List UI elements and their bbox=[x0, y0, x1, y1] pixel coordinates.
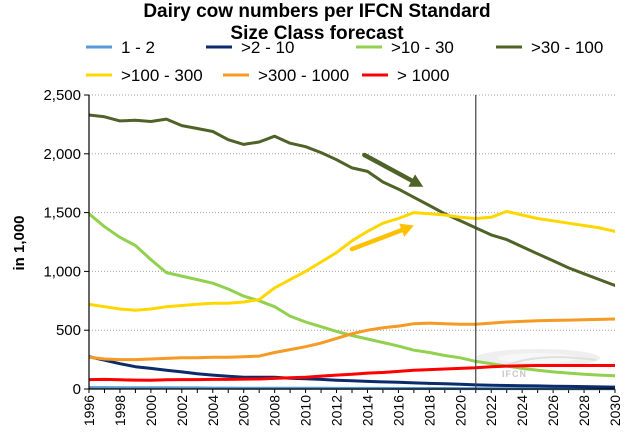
legend-label: >2 - 10 bbox=[241, 38, 294, 57]
axes bbox=[88, 95, 615, 390]
x-tick-label: 2002 bbox=[174, 395, 190, 426]
x-tick-label: 2016 bbox=[390, 395, 406, 426]
y-tick-label: 2,500 bbox=[43, 87, 81, 104]
series-group bbox=[89, 113, 615, 391]
annotation-arrow bbox=[349, 227, 404, 252]
annotations bbox=[349, 152, 424, 252]
y-tick-label: 1,500 bbox=[43, 205, 81, 222]
annotation-arrowhead bbox=[408, 174, 424, 187]
chart-title: Dairy cow numbers per IFCN Standard bbox=[143, 1, 490, 22]
x-tick-label: 1996 bbox=[81, 395, 97, 426]
x-tick-label: 2008 bbox=[267, 395, 283, 426]
x-tick-label: 2006 bbox=[236, 395, 252, 426]
y-tick-label: 500 bbox=[56, 322, 81, 339]
y-axis-label: in 1,000 bbox=[11, 215, 28, 270]
annotation-arrowhead bbox=[399, 223, 414, 237]
legend-label: >30 - 100 bbox=[531, 38, 603, 57]
x-tick-label: 2028 bbox=[576, 395, 592, 426]
y-tick-label: 2,000 bbox=[43, 146, 81, 163]
x-tick-label: 2018 bbox=[421, 395, 437, 426]
legend-label: >10 - 30 bbox=[391, 38, 454, 57]
series-line bbox=[89, 212, 615, 378]
legend-label: >100 - 300 bbox=[121, 66, 203, 85]
chart-subtitle: Size Class forecast bbox=[230, 23, 404, 44]
legend-label: 1 - 2 bbox=[121, 38, 155, 57]
x-tick-label: 2004 bbox=[205, 395, 221, 426]
legend: 1 - 2 >2 - 10 >10 - 30 >30 - 100 >100 - 300 >… bbox=[86, 38, 603, 85]
series-line bbox=[89, 355, 615, 389]
series-line bbox=[89, 113, 615, 287]
legend-label: > 1000 bbox=[397, 66, 449, 85]
x-tick-label: 2020 bbox=[452, 395, 468, 426]
y-axis-ticks: 0 500 1,000 1,500 2,000 2,500 bbox=[43, 87, 89, 398]
ifcn-watermark: IFCN bbox=[476, 349, 600, 379]
x-tick-label: 2026 bbox=[545, 395, 561, 426]
series-line bbox=[89, 364, 615, 382]
gridlines bbox=[89, 94, 615, 331]
watermark-text: IFCN bbox=[502, 369, 527, 379]
legend-label: >300 - 1000 bbox=[258, 66, 349, 85]
x-tick-label: 2024 bbox=[514, 395, 530, 426]
series-line bbox=[89, 317, 615, 362]
x-tick-label: 2014 bbox=[359, 395, 375, 426]
x-tick-label: 2022 bbox=[483, 395, 499, 426]
y-tick-label: 0 bbox=[73, 381, 81, 398]
x-tick-label: 2000 bbox=[143, 395, 159, 426]
x-tick-label: 2030 bbox=[607, 395, 623, 426]
x-axis-ticks: 1996 1998 2000 2002 2004 2006 2008 2010 2012 2014… bbox=[81, 389, 623, 426]
x-tick-label: 1998 bbox=[112, 395, 128, 426]
annotation-arrow bbox=[362, 152, 414, 183]
series-line bbox=[89, 209, 615, 312]
y-tick-label: 1,000 bbox=[43, 263, 81, 280]
x-tick-label: 2010 bbox=[298, 395, 314, 426]
x-tick-label: 2012 bbox=[329, 395, 345, 426]
